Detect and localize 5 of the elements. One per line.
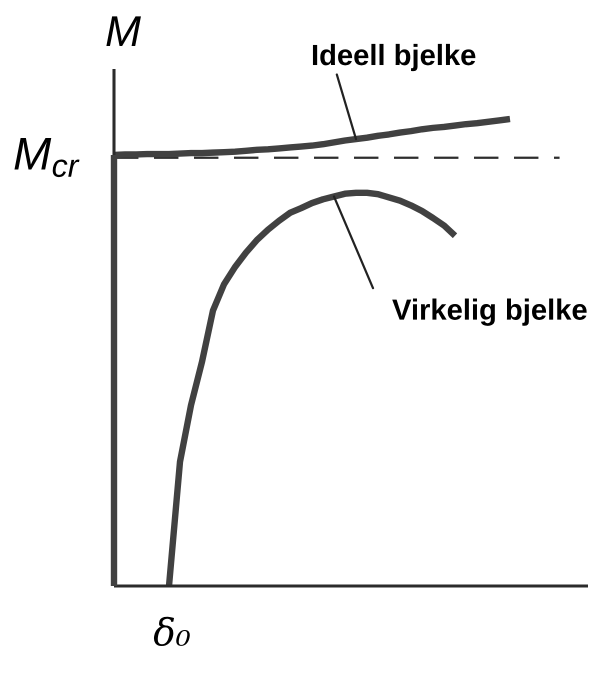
ref-line-label: M$_{cr}$ (14, 138, 80, 178)
series-label: Ideell bjelke (312, 44, 476, 72)
y-axis-title: M (106, 16, 141, 46)
text: Virkelig bjelke (392, 298, 587, 326)
text: δ₀ (154, 616, 190, 646)
